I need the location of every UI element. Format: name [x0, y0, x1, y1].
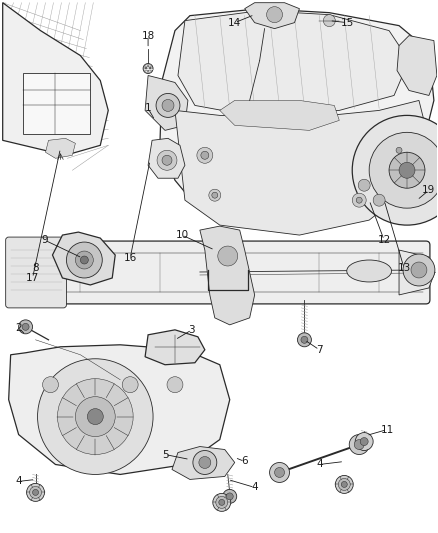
- Circle shape: [269, 463, 290, 482]
- Circle shape: [352, 193, 366, 207]
- Circle shape: [356, 197, 362, 203]
- Polygon shape: [148, 139, 185, 178]
- FancyBboxPatch shape: [6, 237, 67, 308]
- Circle shape: [80, 256, 88, 264]
- Circle shape: [218, 246, 238, 266]
- Circle shape: [22, 324, 29, 330]
- Circle shape: [358, 179, 370, 191]
- Text: 15: 15: [341, 18, 354, 28]
- Circle shape: [162, 155, 172, 165]
- Circle shape: [338, 479, 350, 490]
- Circle shape: [122, 377, 138, 393]
- Circle shape: [201, 151, 209, 159]
- Text: 16: 16: [124, 253, 137, 263]
- Text: 4: 4: [15, 477, 22, 487]
- Ellipse shape: [347, 260, 392, 282]
- Text: 19: 19: [422, 185, 435, 195]
- Circle shape: [323, 15, 336, 27]
- Circle shape: [399, 162, 415, 178]
- Polygon shape: [172, 447, 235, 480]
- Text: 5: 5: [162, 449, 168, 459]
- Circle shape: [216, 496, 228, 508]
- Circle shape: [355, 433, 373, 450]
- Circle shape: [349, 434, 369, 455]
- Circle shape: [30, 487, 42, 498]
- Polygon shape: [3, 3, 108, 155]
- Text: 17: 17: [26, 273, 39, 283]
- Circle shape: [19, 320, 32, 334]
- Circle shape: [157, 150, 177, 170]
- Text: 18: 18: [141, 30, 155, 41]
- Circle shape: [193, 450, 217, 474]
- Circle shape: [360, 438, 368, 446]
- Circle shape: [162, 100, 174, 111]
- Circle shape: [403, 254, 435, 286]
- Circle shape: [156, 93, 180, 117]
- Circle shape: [223, 489, 237, 503]
- Text: 2: 2: [15, 323, 22, 333]
- Circle shape: [32, 489, 39, 495]
- Text: 13: 13: [397, 263, 411, 273]
- Text: 12: 12: [378, 235, 391, 245]
- Text: 1: 1: [145, 103, 152, 114]
- Circle shape: [197, 147, 213, 163]
- Polygon shape: [9, 345, 230, 474]
- Circle shape: [145, 66, 151, 71]
- Circle shape: [42, 377, 58, 393]
- FancyBboxPatch shape: [23, 72, 90, 134]
- Circle shape: [389, 152, 425, 188]
- Circle shape: [75, 397, 115, 437]
- Text: 6: 6: [241, 456, 248, 466]
- Polygon shape: [220, 100, 339, 131]
- Polygon shape: [145, 330, 205, 365]
- Circle shape: [212, 192, 218, 198]
- Polygon shape: [53, 232, 115, 285]
- Text: 3: 3: [189, 325, 195, 335]
- Text: 8: 8: [32, 263, 39, 273]
- FancyBboxPatch shape: [9, 241, 430, 304]
- Circle shape: [38, 359, 153, 474]
- Circle shape: [369, 132, 438, 208]
- Text: 10: 10: [175, 230, 188, 240]
- Circle shape: [67, 242, 102, 278]
- Circle shape: [199, 456, 211, 469]
- Polygon shape: [397, 36, 437, 95]
- Text: 14: 14: [228, 18, 241, 28]
- Circle shape: [219, 499, 225, 505]
- Polygon shape: [160, 9, 434, 230]
- Circle shape: [336, 475, 353, 494]
- Polygon shape: [175, 100, 429, 235]
- Text: 4: 4: [251, 482, 258, 492]
- Circle shape: [167, 377, 183, 393]
- Circle shape: [373, 194, 385, 206]
- Polygon shape: [200, 226, 254, 325]
- Circle shape: [354, 440, 364, 449]
- Text: 9: 9: [41, 235, 48, 245]
- Circle shape: [341, 481, 347, 487]
- Polygon shape: [178, 11, 409, 116]
- Circle shape: [301, 336, 308, 343]
- Circle shape: [352, 116, 438, 225]
- Circle shape: [143, 63, 153, 74]
- Polygon shape: [145, 76, 188, 131]
- Text: 11: 11: [381, 425, 394, 434]
- Circle shape: [267, 7, 283, 22]
- Circle shape: [297, 333, 311, 347]
- Polygon shape: [245, 3, 300, 29]
- Circle shape: [275, 467, 285, 478]
- Circle shape: [75, 251, 93, 269]
- Circle shape: [87, 409, 103, 425]
- Circle shape: [57, 379, 133, 455]
- Circle shape: [411, 262, 427, 278]
- Polygon shape: [399, 250, 435, 295]
- Text: 7: 7: [316, 345, 323, 355]
- Circle shape: [213, 494, 231, 511]
- Circle shape: [209, 189, 221, 201]
- Circle shape: [27, 483, 45, 502]
- Polygon shape: [46, 139, 75, 158]
- Text: 4: 4: [316, 459, 323, 470]
- Circle shape: [396, 147, 402, 154]
- Circle shape: [393, 144, 405, 156]
- Circle shape: [226, 493, 233, 500]
